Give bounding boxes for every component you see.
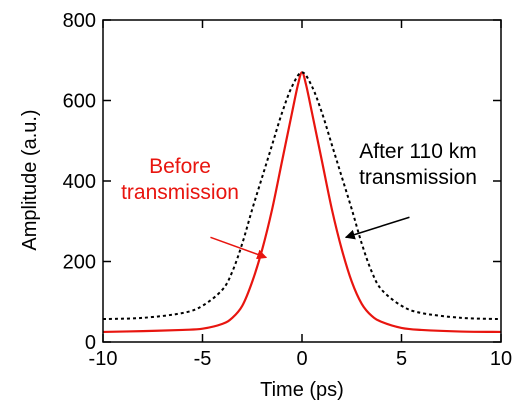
annotation-arrow-2 — [344, 216, 410, 240]
series-line-2 — [102, 71, 502, 321]
x-tick-label: 10 — [490, 348, 512, 370]
annotation-arrow-1 — [210, 236, 268, 260]
y-tick-label: 600 — [63, 91, 96, 113]
y-tick-label: 400 — [63, 171, 96, 193]
annotation-text-2: After 110 km — [359, 140, 477, 163]
y-axis-label: Amplitude (a.u.) — [19, 109, 41, 250]
axes-layer: -10 -5 0 5 10 0 200 400 600 800 — [63, 10, 513, 370]
annotation-text-2: transmission — [359, 166, 477, 189]
x-tick-label: 5 — [396, 348, 407, 370]
annotation-text-1: Before — [149, 155, 211, 178]
y-tick-label: 800 — [63, 10, 96, 32]
x-axis-label: Time (ps) — [260, 379, 344, 401]
plot-layer — [102, 71, 502, 334]
x-tick-label: -5 — [194, 348, 212, 370]
annotation-text-1: transmission — [121, 181, 239, 204]
y-tick-label: 0 — [85, 332, 96, 354]
y-tick-label: 200 — [63, 252, 96, 274]
x-tick-label: -10 — [89, 348, 118, 370]
annotation-layer: Before transmission After 110 km transmissi… — [121, 140, 477, 260]
x-tick-label: 0 — [296, 348, 307, 370]
